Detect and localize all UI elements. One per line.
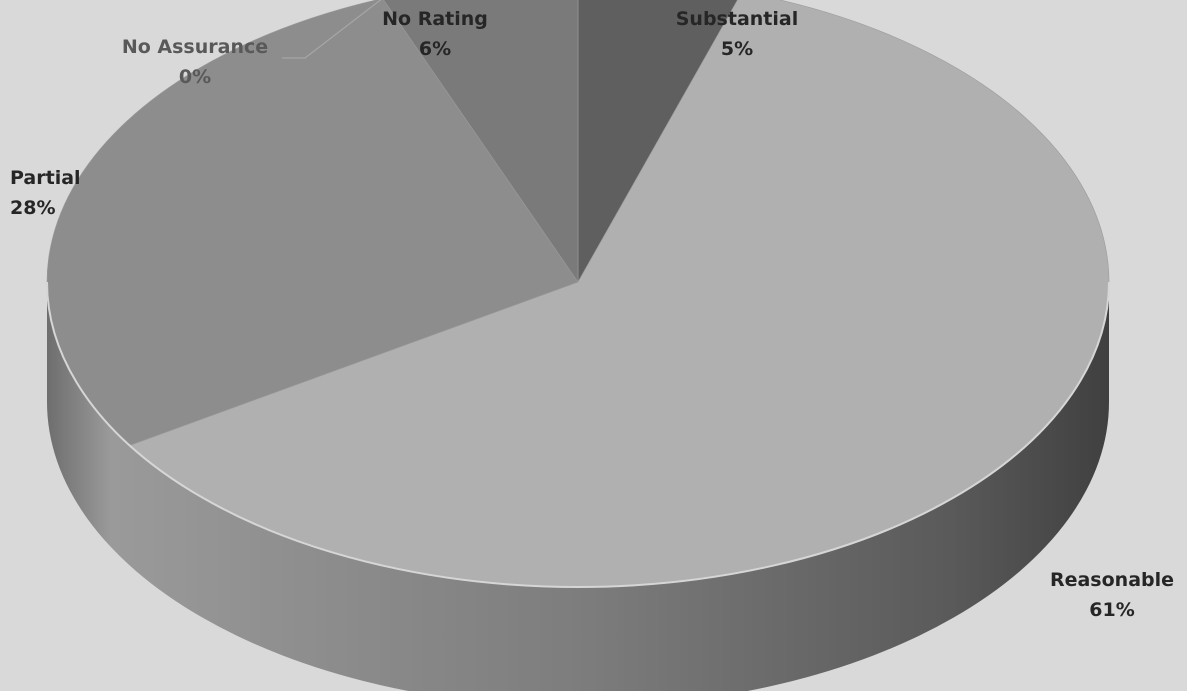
slice-label-partial: Partial <box>10 167 81 189</box>
slice-label-no-rating: No Rating <box>382 8 488 30</box>
pie-rim-highlight <box>46 281 1110 588</box>
leader-line-no-assurance <box>282 0 382 59</box>
data-label-reasonable: Reasonable 61% <box>1032 565 1187 625</box>
slice-value-substantial: 5% <box>720 38 754 60</box>
slice-value-partial: 28% <box>10 197 56 219</box>
data-label-no-assurance: No Assurance 0% <box>105 32 285 92</box>
slice-value-no-rating: 6% <box>418 38 452 60</box>
leader-lines <box>282 0 382 59</box>
slice-label-substantial: Substantial <box>675 8 799 30</box>
data-label-no-rating: No Rating 6% <box>360 4 510 64</box>
slice-label-reasonable: Reasonable <box>1049 569 1175 591</box>
pie-slice-no-rating <box>383 0 579 283</box>
slice-label-no-assurance: No Assurance <box>121 36 269 58</box>
pie-top-face <box>46 0 1110 588</box>
data-label-partial: Partial 28% <box>10 163 81 223</box>
slice-value-no-assurance: 0% <box>178 66 212 88</box>
pie-side-wall <box>47 282 1109 691</box>
pie-side-surface <box>47 282 1109 691</box>
slice-value-reasonable: 61% <box>1089 599 1135 621</box>
data-label-substantial: Substantial 5% <box>632 4 842 64</box>
